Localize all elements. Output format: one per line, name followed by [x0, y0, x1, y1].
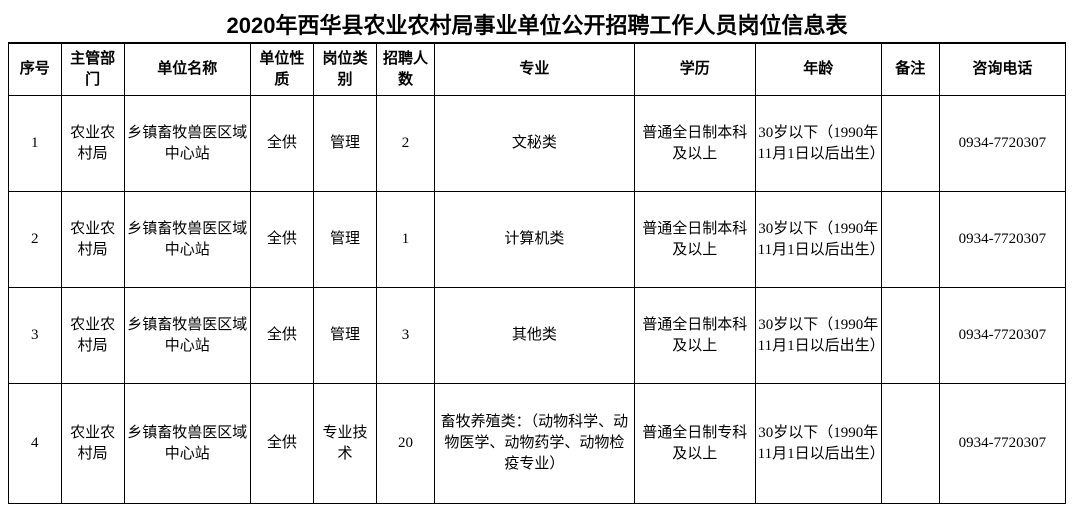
cell-category: 管理 [313, 192, 376, 288]
cell-education: 普通全日制本科及以上 [634, 96, 755, 192]
col-header-age: 年龄 [755, 44, 881, 96]
table-row: 4 农业农村局 乡镇畜牧兽医区域中心站 全供 专业技术 20 畜牧养殖类：（动物… [9, 384, 1066, 504]
cell-dept: 农业农村局 [61, 384, 124, 504]
cell-unit: 乡镇畜牧兽医区域中心站 [124, 192, 250, 288]
cell-age: 30岁以下（1990年11月1日以后出生） [755, 192, 881, 288]
cell-age: 30岁以下（1990年11月1日以后出生） [755, 384, 881, 504]
cell-nature: 全供 [250, 288, 313, 384]
col-header-phone: 咨询电话 [939, 44, 1065, 96]
col-header-category: 岗位类别 [313, 44, 376, 96]
cell-education: 普通全日制本科及以上 [634, 192, 755, 288]
cell-remark [881, 384, 939, 504]
cell-major: 文秘类 [434, 96, 634, 192]
col-header-education: 学历 [634, 44, 755, 96]
cell-seq: 4 [9, 384, 62, 504]
table-header-row: 序号 主管部门 单位名称 单位性质 岗位类别 招聘人数 专业 学历 年龄 备注 … [9, 44, 1066, 96]
col-header-dept: 主管部门 [61, 44, 124, 96]
col-header-unit: 单位名称 [124, 44, 250, 96]
cell-education: 普通全日制专科及以上 [634, 384, 755, 504]
page-title: 2020年西华县农业农村局事业单位公开招聘工作人员岗位信息表 [8, 8, 1066, 43]
cell-age: 30岁以下（1990年11月1日以后出生） [755, 96, 881, 192]
col-header-seq: 序号 [9, 44, 62, 96]
cell-phone: 0934-7720307 [939, 192, 1065, 288]
cell-count: 3 [377, 288, 435, 384]
cell-phone: 0934-7720307 [939, 288, 1065, 384]
cell-dept: 农业农村局 [61, 192, 124, 288]
cell-seq: 3 [9, 288, 62, 384]
cell-phone: 0934-7720307 [939, 384, 1065, 504]
cell-remark [881, 96, 939, 192]
table-row: 1 农业农村局 乡镇畜牧兽医区域中心站 全供 管理 2 文秘类 普通全日制本科及… [9, 96, 1066, 192]
col-header-remark: 备注 [881, 44, 939, 96]
cell-unit: 乡镇畜牧兽医区域中心站 [124, 288, 250, 384]
table-row: 3 农业农村局 乡镇畜牧兽医区域中心站 全供 管理 3 其他类 普通全日制本科及… [9, 288, 1066, 384]
cell-remark [881, 192, 939, 288]
cell-category: 管理 [313, 96, 376, 192]
col-header-nature: 单位性质 [250, 44, 313, 96]
cell-nature: 全供 [250, 384, 313, 504]
cell-dept: 农业农村局 [61, 288, 124, 384]
cell-count: 1 [377, 192, 435, 288]
cell-count: 20 [377, 384, 435, 504]
cell-major: 其他类 [434, 288, 634, 384]
cell-phone: 0934-7720307 [939, 96, 1065, 192]
cell-dept: 农业农村局 [61, 96, 124, 192]
cell-seq: 1 [9, 96, 62, 192]
table-container: 2020年西华县农业农村局事业单位公开招聘工作人员岗位信息表 序号 主管部门 单… [8, 8, 1066, 504]
table-row: 2 农业农村局 乡镇畜牧兽医区域中心站 全供 管理 1 计算机类 普通全日制本科… [9, 192, 1066, 288]
col-header-major: 专业 [434, 44, 634, 96]
cell-category: 管理 [313, 288, 376, 384]
cell-nature: 全供 [250, 192, 313, 288]
cell-count: 2 [377, 96, 435, 192]
cell-seq: 2 [9, 192, 62, 288]
jobs-table: 序号 主管部门 单位名称 单位性质 岗位类别 招聘人数 专业 学历 年龄 备注 … [8, 43, 1066, 504]
cell-age: 30岁以下（1990年11月1日以后出生） [755, 288, 881, 384]
cell-unit: 乡镇畜牧兽医区域中心站 [124, 96, 250, 192]
cell-remark [881, 288, 939, 384]
cell-unit: 乡镇畜牧兽医区域中心站 [124, 384, 250, 504]
cell-nature: 全供 [250, 96, 313, 192]
cell-education: 普通全日制本科及以上 [634, 288, 755, 384]
cell-category: 专业技术 [313, 384, 376, 504]
cell-major: 畜牧养殖类：（动物科学、动物医学、动物药学、动物检疫专业） [434, 384, 634, 504]
cell-major: 计算机类 [434, 192, 634, 288]
col-header-count: 招聘人数 [377, 44, 435, 96]
